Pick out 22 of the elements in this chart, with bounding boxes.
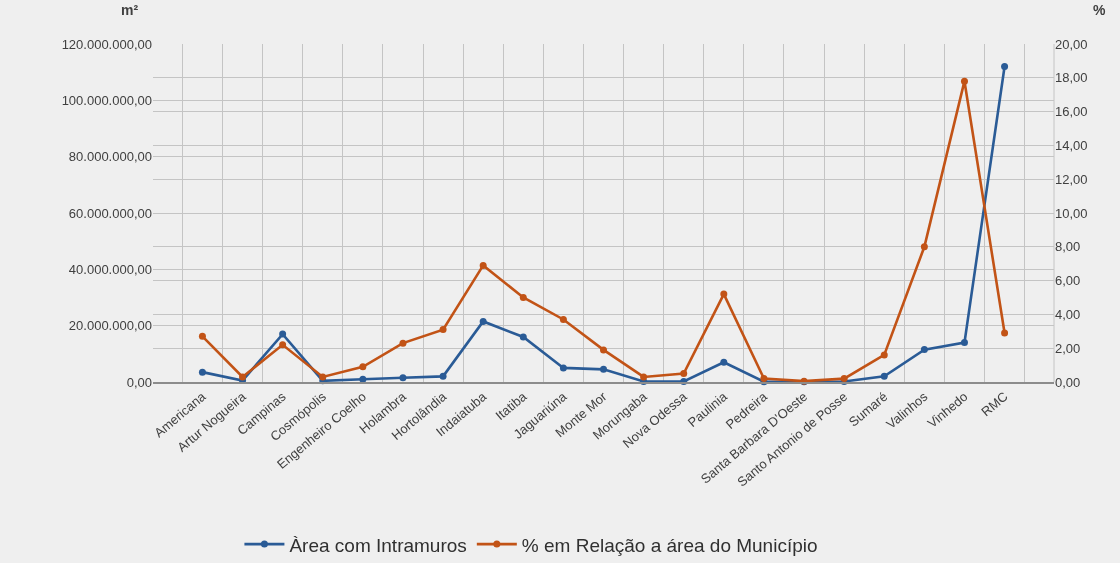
- y-tick-label: 20.000.000,00: [68, 318, 152, 334]
- y-axis-title: m²: [121, 2, 139, 18]
- y2-tick-label: 2,00: [1055, 340, 1081, 356]
- y-tick-label: 100.000.000,00: [61, 92, 152, 108]
- y-tick-label: 80.000.000,00: [68, 149, 152, 165]
- y-tick-label: 0,00: [126, 374, 152, 390]
- legend-label: Àrea com Intramuros: [289, 534, 467, 556]
- y2-tick-label: 0,00: [1055, 374, 1081, 390]
- y-tick-label: 120.000.000,00: [61, 36, 152, 52]
- y-tick-label: 60.000.000,00: [68, 205, 152, 221]
- y2-tick-label: 18,00: [1055, 70, 1088, 86]
- y2-tick-label: 4,00: [1055, 306, 1081, 322]
- y-tick-label: 40.000.000,00: [68, 261, 152, 277]
- y2-tick-label: 14,00: [1055, 137, 1088, 153]
- y2-tick-label: 8,00: [1055, 239, 1081, 255]
- y2-tick-label: 6,00: [1055, 273, 1081, 289]
- y2-tick-label: 12,00: [1055, 171, 1088, 187]
- legend-label: % em Relação a área do Município: [521, 534, 818, 556]
- y2-tick-label: 10,00: [1055, 205, 1088, 221]
- y2-tick-label: 20,00: [1055, 36, 1088, 52]
- y2-axis-title: %: [1093, 2, 1106, 18]
- y2-tick-label: 16,00: [1055, 104, 1088, 120]
